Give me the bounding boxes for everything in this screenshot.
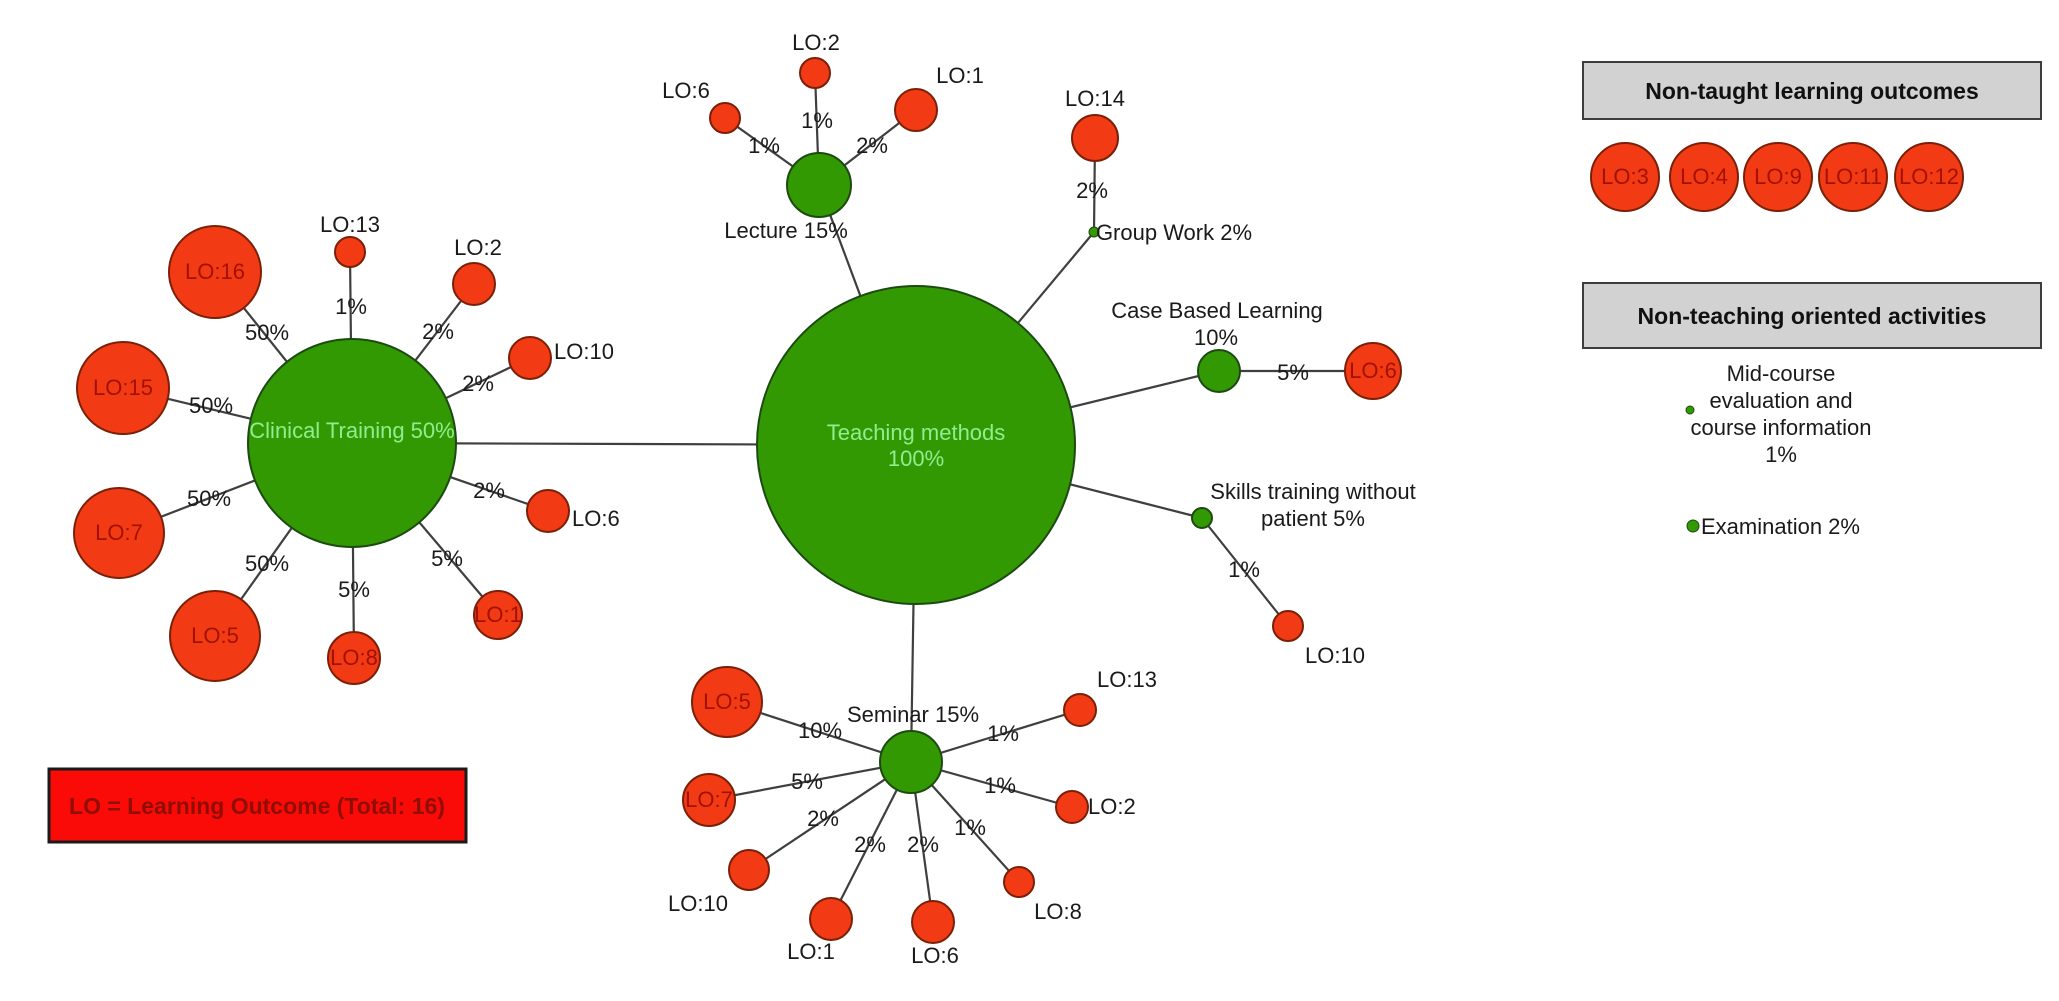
- svg-text:10%: 10%: [1194, 325, 1238, 350]
- svg-text:50%: 50%: [189, 393, 233, 418]
- svg-text:LO:12: LO:12: [1899, 164, 1959, 189]
- svg-text:Clinical Training 50%: Clinical Training 50%: [249, 418, 454, 443]
- svg-text:5%: 5%: [791, 769, 823, 794]
- svg-text:LO:7: LO:7: [685, 787, 733, 812]
- svg-text:LO:8: LO:8: [1034, 899, 1082, 924]
- svg-text:LO:11: LO:11: [1824, 164, 1882, 189]
- svg-text:1%: 1%: [954, 815, 986, 840]
- svg-text:LO:15: LO:15: [93, 375, 153, 400]
- svg-text:Mid-course: Mid-course: [1727, 361, 1836, 386]
- svg-text:LO:6: LO:6: [911, 943, 959, 968]
- svg-text:LO:1: LO:1: [474, 602, 522, 627]
- svg-text:5%: 5%: [431, 546, 463, 571]
- svg-text:Skills training without: Skills training without: [1210, 479, 1415, 504]
- svg-text:LO:6: LO:6: [1349, 358, 1397, 383]
- svg-text:50%: 50%: [187, 486, 231, 511]
- svg-text:LO:6: LO:6: [662, 78, 710, 103]
- svg-text:LO:2: LO:2: [454, 235, 502, 260]
- svg-text:1%: 1%: [1765, 442, 1797, 467]
- svg-text:2%: 2%: [907, 832, 939, 857]
- svg-text:5%: 5%: [1277, 360, 1309, 385]
- svg-text:Non-taught learning outcomes: Non-taught learning outcomes: [1645, 78, 1979, 104]
- svg-text:LO:3: LO:3: [1601, 164, 1649, 189]
- svg-text:1%: 1%: [984, 773, 1016, 798]
- svg-text:10%: 10%: [798, 718, 842, 743]
- svg-text:LO:5: LO:5: [703, 689, 751, 714]
- svg-text:LO:10: LO:10: [1305, 643, 1365, 668]
- svg-text:LO:4: LO:4: [1680, 164, 1728, 189]
- svg-text:LO:1: LO:1: [936, 63, 984, 88]
- svg-text:LO:10: LO:10: [554, 339, 614, 364]
- svg-text:1%: 1%: [1228, 557, 1260, 582]
- svg-text:LO:13: LO:13: [320, 212, 380, 237]
- svg-text:Examination 2%: Examination 2%: [1701, 514, 1860, 539]
- svg-text:Seminar 15%: Seminar 15%: [847, 702, 979, 727]
- svg-text:2%: 2%: [856, 133, 888, 158]
- svg-text:LO:10: LO:10: [668, 891, 728, 916]
- svg-text:LO:7: LO:7: [95, 520, 143, 545]
- svg-text:LO:13: LO:13: [1097, 667, 1157, 692]
- svg-text:2%: 2%: [462, 371, 494, 396]
- svg-text:Group Work 2%: Group Work 2%: [1096, 220, 1252, 245]
- svg-text:LO:6: LO:6: [572, 506, 620, 531]
- svg-text:LO:2: LO:2: [792, 30, 840, 55]
- svg-text:2%: 2%: [807, 806, 839, 831]
- svg-text:LO = Learning Outcome (Total:: LO = Learning Outcome (Total: 16): [69, 793, 445, 819]
- svg-text:100%: 100%: [888, 446, 944, 471]
- svg-text:LO:5: LO:5: [191, 623, 239, 648]
- svg-text:50%: 50%: [245, 551, 289, 576]
- svg-text:LO:16: LO:16: [185, 259, 245, 284]
- svg-text:1%: 1%: [801, 108, 833, 133]
- svg-text:5%: 5%: [338, 577, 370, 602]
- svg-text:evaluation and: evaluation and: [1709, 388, 1852, 413]
- svg-text:1%: 1%: [335, 294, 367, 319]
- svg-text:50%: 50%: [245, 320, 289, 345]
- svg-text:LO:9: LO:9: [1754, 164, 1802, 189]
- svg-text:LO:2: LO:2: [1088, 794, 1136, 819]
- svg-text:2%: 2%: [422, 319, 454, 344]
- svg-text:1%: 1%: [987, 721, 1019, 746]
- svg-text:LO:8: LO:8: [330, 645, 378, 670]
- svg-text:2%: 2%: [1076, 178, 1108, 203]
- svg-text:patient 5%: patient 5%: [1261, 506, 1365, 531]
- svg-text:LO:1: LO:1: [787, 939, 835, 964]
- svg-text:2%: 2%: [473, 478, 505, 503]
- svg-text:LO:14: LO:14: [1065, 86, 1125, 111]
- svg-text:1%: 1%: [748, 133, 780, 158]
- svg-text:Lecture 15%: Lecture 15%: [724, 218, 848, 243]
- svg-text:2%: 2%: [854, 832, 886, 857]
- svg-text:Non-teaching oriented activiti: Non-teaching oriented activities: [1638, 303, 1987, 329]
- svg-text:Case Based Learning: Case Based Learning: [1111, 298, 1323, 323]
- svg-text:Teaching methods: Teaching methods: [827, 420, 1006, 445]
- svg-text:course information: course information: [1691, 415, 1872, 440]
